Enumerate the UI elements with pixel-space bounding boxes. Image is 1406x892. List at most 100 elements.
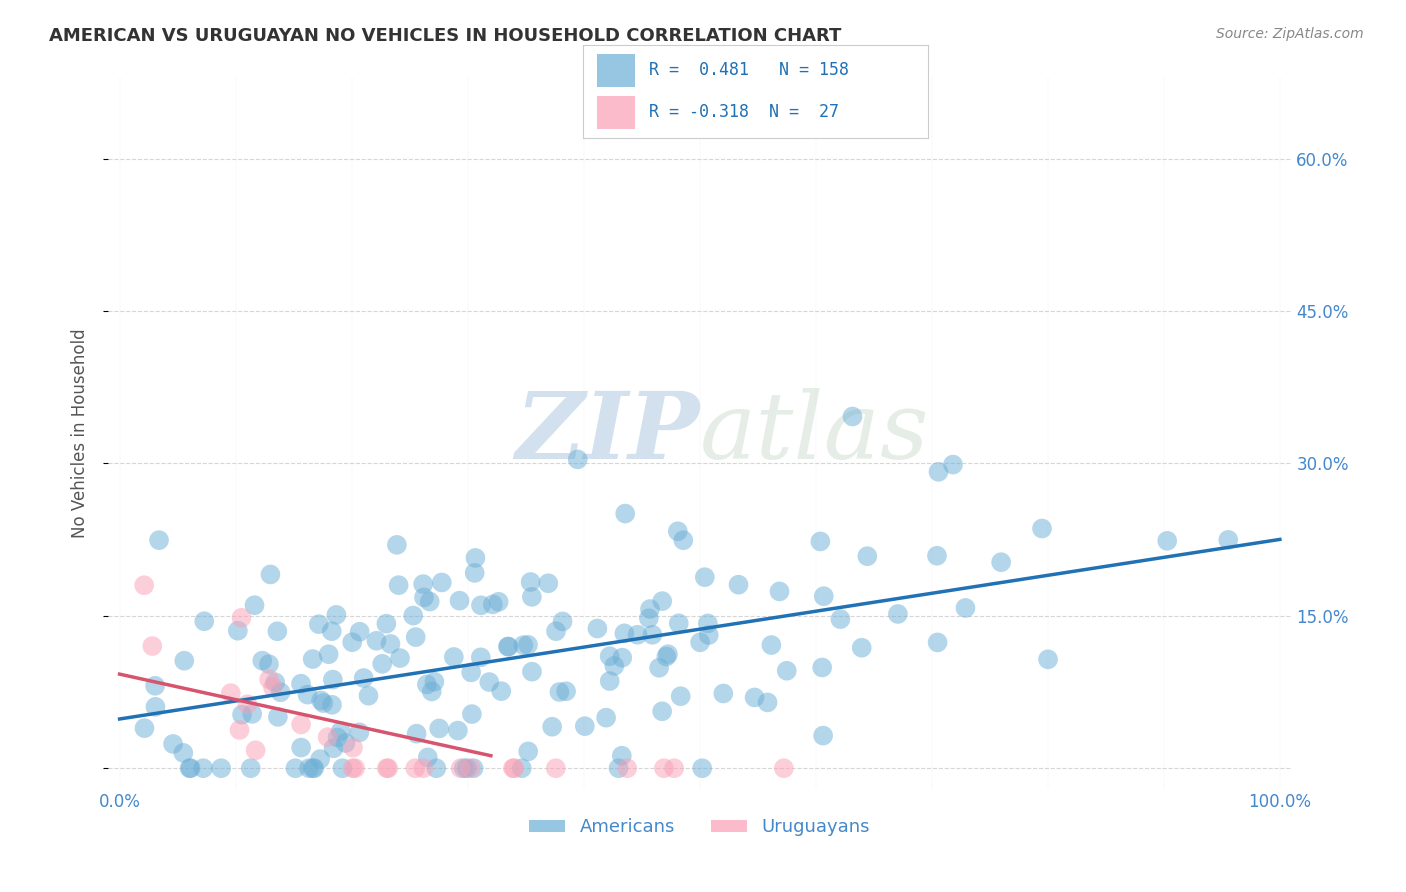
Americans (290, 676, 312, 690)
Americans (626, 628, 648, 642)
Americans (470, 650, 492, 665)
Americans (1031, 522, 1053, 536)
Uruguayans (503, 761, 526, 775)
Uruguayans (262, 680, 284, 694)
Uruguayans (502, 761, 524, 775)
Americans (266, 624, 288, 639)
Americans (312, 696, 335, 710)
Americans (927, 635, 949, 649)
Americans (318, 647, 340, 661)
Americans (423, 674, 446, 689)
Americans (942, 458, 965, 472)
Americans (520, 590, 543, 604)
Americans (610, 748, 633, 763)
Americans (302, 761, 325, 775)
Uruguayans (652, 761, 675, 775)
Americans (349, 725, 371, 739)
Americans (517, 744, 540, 758)
Americans (612, 650, 634, 665)
Americans (301, 761, 323, 775)
Americans (464, 550, 486, 565)
Americans (425, 761, 447, 775)
Americans (841, 409, 863, 424)
Americans (388, 578, 411, 592)
Text: Source: ZipAtlas.com: Source: ZipAtlas.com (1216, 27, 1364, 41)
Americans (148, 533, 170, 548)
Uruguayans (245, 743, 267, 757)
Americans (329, 724, 352, 739)
Americans (366, 633, 388, 648)
Uruguayans (342, 761, 364, 775)
Americans (1156, 533, 1178, 548)
Americans (456, 761, 478, 775)
Americans (413, 591, 436, 605)
Uruguayans (228, 723, 250, 737)
Uruguayans (662, 761, 685, 775)
Bar (598, 96, 636, 129)
Americans (551, 615, 574, 629)
Americans (519, 574, 541, 589)
Americans (145, 699, 167, 714)
Uruguayans (134, 578, 156, 592)
Uruguayans (616, 761, 638, 775)
Americans (887, 607, 910, 621)
Americans (162, 737, 184, 751)
Americans (482, 598, 505, 612)
Americans (1218, 533, 1240, 547)
Americans (416, 677, 439, 691)
Americans (380, 637, 402, 651)
Americans (420, 684, 443, 698)
Americans (270, 685, 292, 699)
Uruguayans (231, 611, 253, 625)
Americans (517, 638, 540, 652)
Uruguayans (290, 717, 312, 731)
Americans (603, 659, 626, 673)
Uruguayans (460, 761, 482, 775)
Americans (693, 570, 716, 584)
Americans (332, 761, 354, 775)
Americans (856, 549, 879, 564)
Americans (586, 622, 609, 636)
Americans (491, 684, 513, 698)
Americans (412, 577, 434, 591)
Americans (405, 727, 427, 741)
Americans (464, 566, 486, 580)
Uruguayans (450, 761, 472, 775)
Americans (226, 624, 249, 638)
Text: AMERICAN VS URUGUAYAN NO VEHICLES IN HOUSEHOLD CORRELATION CHART: AMERICAN VS URUGUAYAN NO VEHICLES IN HOU… (49, 27, 842, 45)
Americans (321, 624, 343, 639)
Americans (342, 635, 364, 649)
Americans (637, 611, 659, 625)
Americans (537, 576, 560, 591)
Americans (290, 740, 312, 755)
Americans (470, 599, 492, 613)
Americans (830, 612, 852, 626)
Americans (298, 761, 321, 775)
Americans (599, 649, 621, 664)
Americans (955, 601, 977, 615)
Americans (555, 684, 578, 698)
Americans (240, 706, 263, 721)
Americans (301, 652, 323, 666)
Americans (357, 689, 380, 703)
Americans (443, 650, 465, 665)
Americans (385, 538, 408, 552)
Legend: Americans, Uruguayans: Americans, Uruguayans (522, 811, 877, 844)
Americans (173, 654, 195, 668)
Americans (648, 661, 671, 675)
Americans (478, 675, 501, 690)
Americans (143, 679, 166, 693)
Americans (595, 711, 617, 725)
Americans (463, 761, 485, 775)
Americans (614, 507, 637, 521)
Americans (544, 624, 567, 639)
Americans (599, 674, 621, 689)
Americans (427, 722, 450, 736)
Y-axis label: No Vehicles in Household: No Vehicles in Household (72, 328, 89, 538)
Americans (193, 614, 215, 628)
Americans (231, 707, 253, 722)
Uruguayans (377, 761, 399, 775)
Americans (335, 736, 357, 750)
Americans (510, 761, 533, 775)
Americans (811, 729, 834, 743)
